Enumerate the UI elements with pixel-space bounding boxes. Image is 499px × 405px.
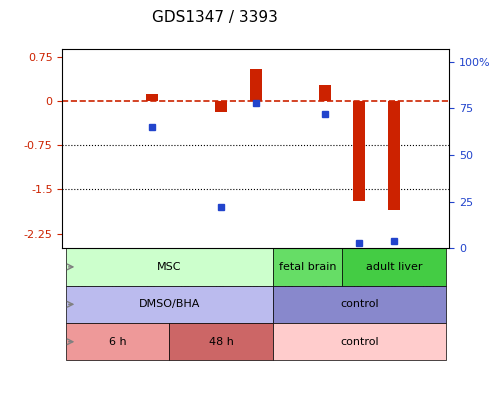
Bar: [215, 101, 227, 112]
FancyBboxPatch shape: [273, 323, 446, 360]
FancyBboxPatch shape: [273, 248, 342, 286]
FancyBboxPatch shape: [66, 323, 170, 360]
Bar: [319, 85, 331, 101]
Text: 6 h: 6 h: [109, 337, 126, 347]
Text: DMSO/BHA: DMSO/BHA: [139, 299, 200, 309]
FancyBboxPatch shape: [66, 248, 273, 286]
FancyBboxPatch shape: [273, 286, 446, 323]
Bar: [250, 69, 262, 101]
Text: 48 h: 48 h: [209, 337, 234, 347]
Text: adult liver: adult liver: [366, 262, 422, 272]
Text: control: control: [340, 299, 379, 309]
Text: fetal brain: fetal brain: [279, 262, 336, 272]
Bar: [146, 94, 158, 101]
Bar: [388, 101, 400, 210]
Text: MSC: MSC: [157, 262, 182, 272]
FancyBboxPatch shape: [170, 323, 273, 360]
Text: GDS1347 / 3393: GDS1347 / 3393: [152, 10, 277, 25]
FancyBboxPatch shape: [342, 248, 446, 286]
Text: control: control: [340, 337, 379, 347]
Bar: [353, 101, 365, 201]
FancyBboxPatch shape: [66, 286, 273, 323]
